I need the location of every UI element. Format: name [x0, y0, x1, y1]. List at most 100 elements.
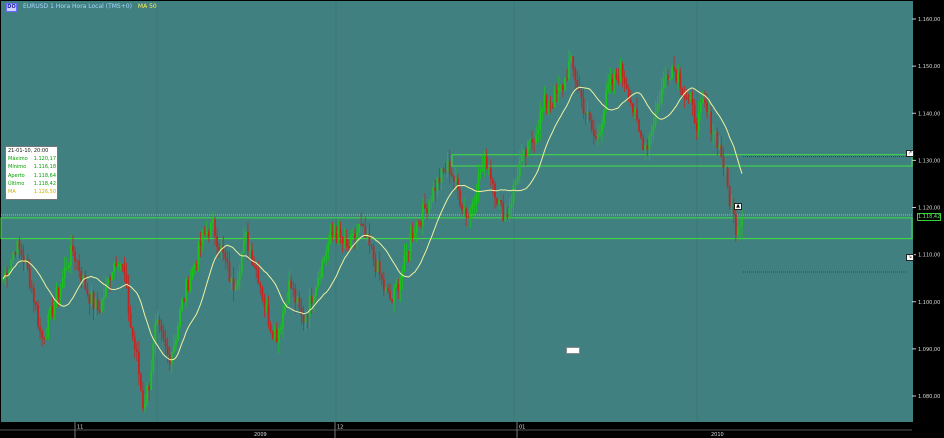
- candle-body: [240, 252, 243, 273]
- candle-body: [269, 324, 272, 332]
- instrument-title[interactable]: EURUSD 1 Hora Hora Local (TMS+0): [23, 3, 132, 10]
- candle-body: [407, 251, 410, 253]
- candle-body: [685, 97, 688, 100]
- time-axis[interactable]: 11 12 01 2009 2010: [0, 422, 944, 438]
- candle-body: [253, 264, 256, 267]
- candle-body: [699, 103, 702, 113]
- candle-body: [329, 232, 332, 244]
- indicator-label[interactable]: MA 50: [137, 3, 157, 10]
- info-date: 21-01-10, 20:00: [8, 148, 49, 154]
- candle-body: [393, 287, 396, 302]
- candle-body: [471, 204, 474, 209]
- candle-body: [333, 232, 336, 235]
- candle-body: [74, 251, 76, 261]
- candle-body: [107, 278, 109, 284]
- logo-icon[interactable]: DO: [6, 2, 17, 12]
- candle-body: [28, 268, 31, 288]
- zone-handle-upper[interactable]: ↗: [906, 150, 914, 157]
- candle-body: [387, 288, 389, 291]
- candle-body: [566, 78, 568, 80]
- zone-handle[interactable]: ▲: [734, 203, 742, 210]
- candle-body: [39, 326, 41, 332]
- candle-body: [617, 78, 620, 83]
- candle-body: [586, 112, 589, 115]
- candle-body: [59, 288, 62, 298]
- candle-body: [212, 219, 214, 223]
- candle-body: [325, 252, 328, 258]
- candle-body: [214, 219, 216, 237]
- candle-body: [714, 131, 717, 133]
- candle-body: [559, 85, 562, 87]
- y-tick-label: 1.110,00: [918, 253, 940, 259]
- plot-area[interactable]: [1, 1, 913, 422]
- candle-body: [681, 88, 684, 96]
- candle-body: [96, 299, 99, 311]
- candle-body: [65, 267, 68, 269]
- candle-body: [479, 171, 482, 174]
- candle-body: [557, 86, 560, 93]
- candle-body: [710, 111, 713, 134]
- candle-body: [378, 260, 381, 275]
- candle-body: [343, 238, 346, 244]
- candle-body: [257, 268, 260, 284]
- candle-body: [644, 145, 647, 150]
- candle-body: [123, 265, 126, 275]
- candle-body: [549, 106, 552, 108]
- candle-body: [121, 264, 124, 266]
- candle-body: [588, 112, 591, 120]
- candle-body: [142, 390, 144, 409]
- candle-body: [181, 299, 183, 310]
- candle-body: [457, 178, 459, 191]
- candle-body: [300, 307, 303, 316]
- candle-body: [374, 258, 377, 272]
- candle-body: [80, 271, 83, 281]
- candle-body: [88, 293, 91, 304]
- candle-body: [652, 125, 655, 132]
- candle-body: [43, 337, 46, 340]
- candle-body: [160, 325, 163, 331]
- candle-body: [529, 139, 531, 142]
- candle-body: [520, 153, 523, 162]
- candle-body: [675, 70, 678, 82]
- candle-body: [677, 73, 680, 82]
- candle-body: [487, 168, 490, 170]
- candle-body: [660, 88, 663, 103]
- line-handle-lower[interactable]: ↘: [906, 254, 914, 261]
- candle-body: [63, 268, 66, 278]
- ohlc-info-box: 21-01-10, 20:00 Máximo 1.120,17 Mínimo 1.1…: [5, 146, 58, 200]
- candle-body: [662, 79, 665, 89]
- candle-body: [666, 75, 669, 80]
- chart-marker[interactable]: [566, 347, 580, 354]
- candle-body: [37, 304, 39, 327]
- candle-body: [349, 235, 352, 249]
- candle-body: [440, 168, 443, 183]
- candle-body: [562, 85, 564, 91]
- candle-body: [597, 134, 599, 139]
- candle-body: [144, 403, 146, 409]
- candle-body: [61, 277, 64, 289]
- candle-body: [446, 160, 449, 173]
- candle-body: [14, 252, 17, 255]
- candle-body: [391, 299, 393, 302]
- candle-body: [601, 123, 603, 133]
- candle-body: [337, 229, 340, 242]
- candle-body: [656, 103, 659, 113]
- candle-body: [2, 278, 4, 280]
- candle-body: [459, 190, 461, 206]
- candle-body: [109, 278, 111, 281]
- candle-body: [356, 232, 358, 239]
- x-tick-label: 11: [77, 425, 83, 431]
- candle-body: [10, 259, 13, 270]
- candle-body: [380, 274, 383, 280]
- candle-body: [372, 246, 375, 259]
- candle-body: [654, 112, 657, 126]
- candle-body: [673, 66, 675, 71]
- candle-body: [317, 278, 319, 287]
- candle-body: [129, 313, 132, 328]
- candle-body: [205, 231, 208, 235]
- candle-body: [275, 329, 278, 343]
- candle-body: [148, 386, 151, 391]
- candle-body: [537, 129, 540, 135]
- candle-body: [197, 241, 200, 265]
